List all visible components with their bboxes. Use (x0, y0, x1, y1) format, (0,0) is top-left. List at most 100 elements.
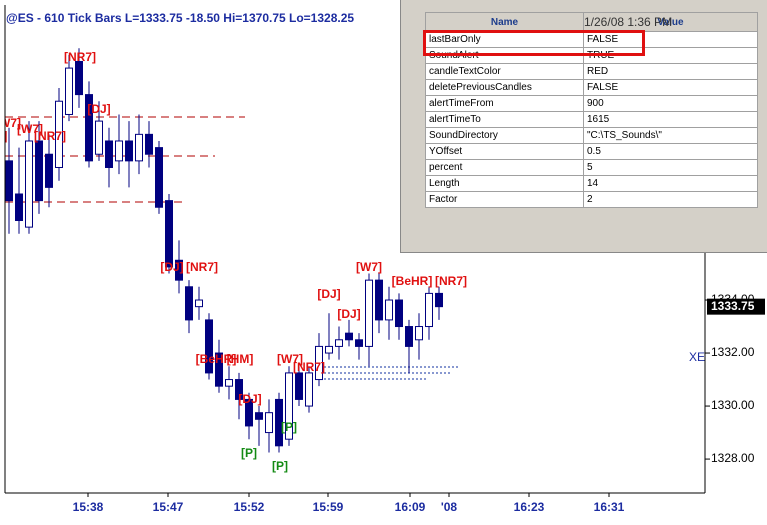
candle-body (415, 326, 423, 341)
candle-body (245, 398, 253, 427)
property-row[interactable]: alertTimeFrom 900 (425, 95, 758, 112)
property-name[interactable]: YOffset (425, 143, 584, 160)
candle-body (425, 292, 433, 328)
property-value[interactable]: 1615 (583, 111, 758, 128)
candle-body (295, 372, 303, 400)
property-row[interactable]: YOffset 0.5 (425, 143, 758, 160)
annotation: [NR7] (435, 274, 467, 288)
annotation: [P] (241, 446, 257, 460)
property-row[interactable]: Length 14 (425, 175, 758, 192)
candle-body (365, 279, 373, 347)
candle-body (85, 94, 93, 162)
candle-body (175, 259, 183, 281)
annotation: [P] (281, 420, 297, 434)
property-name[interactable]: Factor (425, 191, 584, 208)
property-name[interactable]: candleTextColor (425, 63, 584, 80)
property-value[interactable]: RED (583, 63, 758, 80)
y-tick-label: 1330.00 (711, 398, 755, 412)
candle-body (285, 372, 293, 440)
candle-body (355, 339, 363, 347)
property-value[interactable]: FALSE (583, 79, 758, 96)
properties-table: Name Value 1/26/08 1:36 PM lastBarOnly FAL… (425, 12, 758, 208)
property-row[interactable]: percent 5 (425, 159, 758, 176)
x-tick-label: 15:52 (234, 500, 265, 514)
candle-body (145, 133, 153, 155)
property-name[interactable]: percent (425, 159, 584, 176)
annotation: [W7] (356, 260, 382, 274)
property-row[interactable]: lastBarOnly FALSE (425, 31, 758, 48)
candle-body (115, 140, 123, 162)
property-value[interactable]: 5 (583, 159, 758, 176)
property-row[interactable]: SoundDirectory "C:\TS_Sounds\" (425, 127, 758, 144)
property-value[interactable]: 0.5 (583, 143, 758, 160)
annotation: [DJ] (337, 307, 360, 321)
annotation: [NR7] (64, 50, 96, 64)
property-value[interactable]: 14 (583, 175, 758, 192)
property-name[interactable]: Length (425, 175, 584, 192)
x-tick-label: 15:38 (73, 500, 104, 514)
property-row[interactable]: Factor 2 (425, 191, 758, 208)
property-value[interactable]: 2 (583, 191, 758, 208)
candle-body (135, 133, 143, 162)
candle-body (435, 292, 443, 308)
candle-body (15, 193, 23, 222)
candle-body (385, 299, 393, 321)
property-name[interactable]: alertTimeFrom (425, 95, 584, 112)
property-name[interactable]: alertTimeTo (425, 111, 584, 128)
candle-body (225, 379, 233, 387)
highlight-box (423, 30, 645, 56)
candle-body (215, 352, 223, 387)
annotation: [DJ] (317, 287, 340, 301)
annotation: [NR7] (293, 360, 325, 374)
candle-body (35, 140, 43, 202)
candle-body (235, 379, 243, 400)
annotation: [DJ] (87, 102, 110, 116)
candle-body (165, 200, 173, 268)
x-tick-label: 15:47 (153, 500, 184, 514)
candle-body (265, 412, 273, 434)
annotation: [HM] (227, 352, 254, 366)
candle-body (5, 160, 13, 202)
x-tick-label: '08 (441, 500, 458, 514)
last-price-box (707, 298, 765, 315)
annotation: [NR7] (186, 260, 218, 274)
property-value[interactable]: 900 (583, 95, 758, 112)
chart-title: @ES - 610 Tick Bars L=1333.75 -18.50 Hi=… (6, 11, 354, 25)
annotation: [NR7] (34, 129, 66, 143)
candle-body (275, 398, 283, 447)
candle-body (325, 345, 333, 354)
x-tick-label: 16:23 (514, 500, 545, 514)
candle-body (205, 319, 213, 374)
candle-body (195, 299, 203, 308)
column-header: Value 1/26/08 1:36 PM (583, 12, 758, 32)
property-name[interactable]: deletePreviousCandles (425, 79, 584, 96)
candle-body (335, 339, 343, 347)
y-tick-label: 1332.00 (711, 345, 755, 359)
candle-body (255, 412, 263, 420)
candle-body (125, 140, 133, 162)
candle-body (395, 299, 403, 328)
plot-area: [NR7][DJ][W7][W7][NR7]r][DJ][NR7][DJ][W7… (0, 48, 467, 473)
candle-body (305, 372, 313, 407)
property-row[interactable]: alertTimeTo 1615 (425, 111, 758, 128)
annotation: [W7] (17, 122, 43, 136)
annotation: [W7] (277, 352, 303, 366)
property-value[interactable]: "C:\TS_Sounds\" (583, 127, 758, 144)
axis-marker: XE (689, 350, 705, 364)
property-row[interactable]: deletePreviousCandles FALSE (425, 79, 758, 96)
properties-panel: Name Value 1/26/08 1:36 PM lastBarOnly FAL… (400, 0, 767, 253)
property-row[interactable]: candleTextColor RED (425, 63, 758, 80)
property-value[interactable]: FALSE (583, 31, 758, 48)
annotation: [DJ] (238, 392, 261, 406)
candle-body (55, 100, 63, 168)
candle-body (95, 120, 103, 155)
last-price-label: 1333.75 (711, 299, 755, 313)
annotation: [BeHR] (196, 352, 237, 366)
annotation: [DJ] (160, 260, 183, 274)
annotation: [W7] (0, 116, 21, 130)
panel-footer (425, 212, 758, 230)
property-name[interactable]: SoundDirectory (425, 127, 584, 144)
x-tick-label: 16:09 (395, 500, 426, 514)
annotation: [P] (272, 459, 288, 473)
